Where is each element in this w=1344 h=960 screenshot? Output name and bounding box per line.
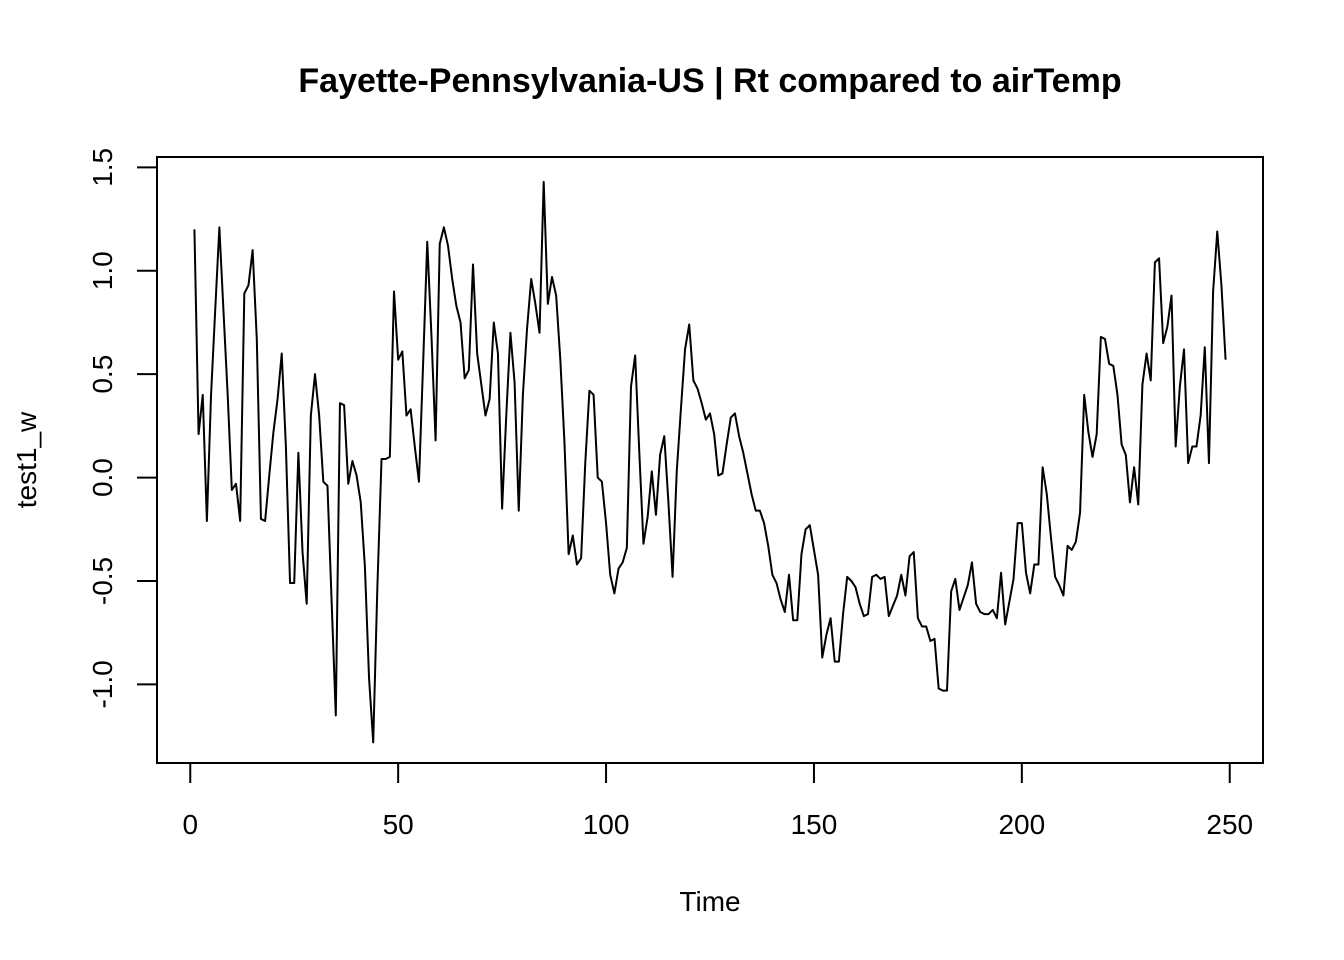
chart-title: Fayette-Pennsylvania-US | Rt compared to… (298, 62, 1121, 100)
x-tick-label: 150 (791, 809, 838, 840)
y-tick-label: 1.5 (87, 148, 118, 187)
y-tick-label: 0.5 (87, 355, 118, 394)
y-axis-label: test1_w (11, 411, 42, 508)
y-tick-label: 0.0 (87, 458, 118, 497)
y-axis: -1.0 -0.5 0.0 0.5 1.0 1.5 (87, 148, 158, 709)
y-tick-label: -1.0 (87, 660, 118, 708)
x-tick-label: 250 (1206, 809, 1253, 840)
x-axis: 0 50 100 150 200 250 (182, 762, 1253, 840)
x-tick-label: 0 (182, 809, 198, 840)
x-axis-label: Time (679, 886, 740, 917)
y-tick-label: -0.5 (87, 557, 118, 605)
x-tick-label: 200 (998, 809, 1045, 840)
x-tick-label: 50 (383, 809, 414, 840)
x-tick-label: 100 (583, 809, 630, 840)
series-line (193, 180, 1227, 744)
y-tick-label: 1.0 (87, 251, 118, 290)
